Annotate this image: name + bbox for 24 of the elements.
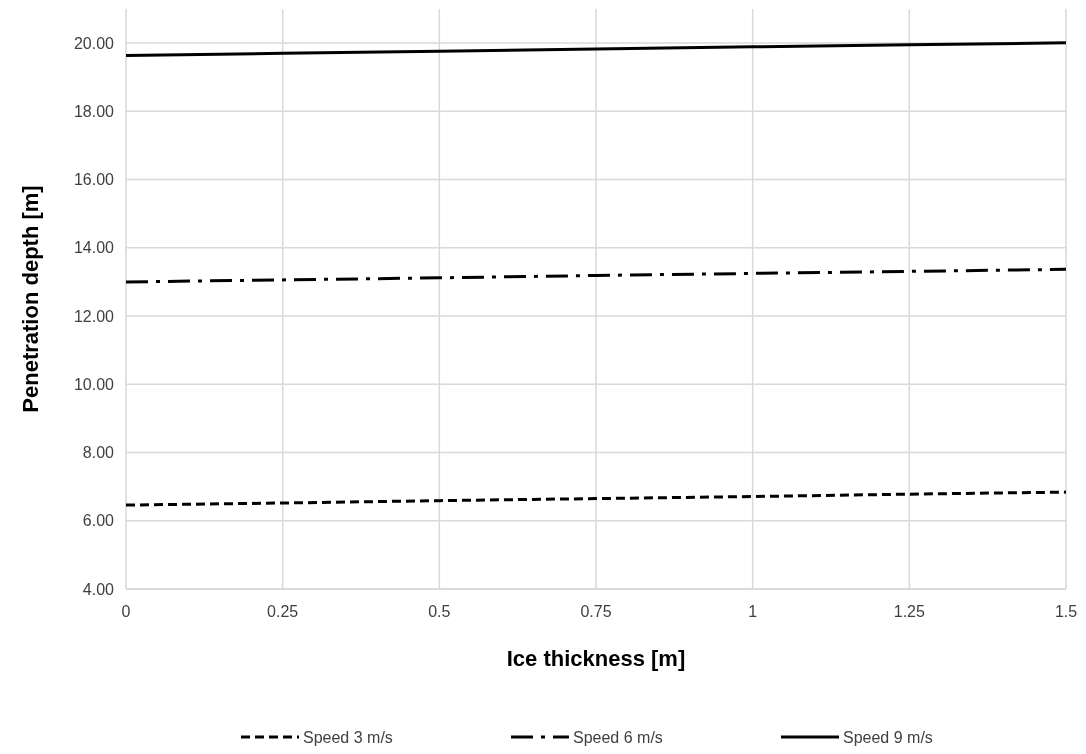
x-tick-label: 0.75 [580,603,612,620]
y-tick-label: 4.00 [82,580,115,598]
y-tick-label: 20.00 [73,34,115,52]
y-axis-title: Penetration depth [m] [18,185,43,413]
x-tick-label: 1.5 [1054,603,1078,620]
y-tick-label: 8.00 [82,444,115,462]
legend-label: Speed 3 m/s [303,728,393,746]
x-tick-label: 0.5 [428,603,451,620]
legend-label: Speed 9 m/s [843,728,933,746]
line-series [124,490,1068,507]
x-tick-label: 1.25 [893,603,926,620]
y-tick-label: 6.00 [82,512,115,530]
line-series [124,41,1068,57]
y-tick-label: 14.00 [73,239,115,257]
legend-label: Speed 6 m/s [573,728,663,746]
y-tick-label: 16.00 [73,171,115,189]
x-tick-label: 0 [121,603,131,620]
x-axis-title: Ice thickness [m] [506,646,686,671]
x-tick-label: 0.25 [267,603,299,620]
x-tick-label: 1 [748,603,758,620]
y-tick-label: 10.00 [73,375,115,393]
y-tick-label: 12.00 [73,307,115,325]
y-tick-label: 18.00 [73,102,115,120]
line-series [124,267,1068,284]
